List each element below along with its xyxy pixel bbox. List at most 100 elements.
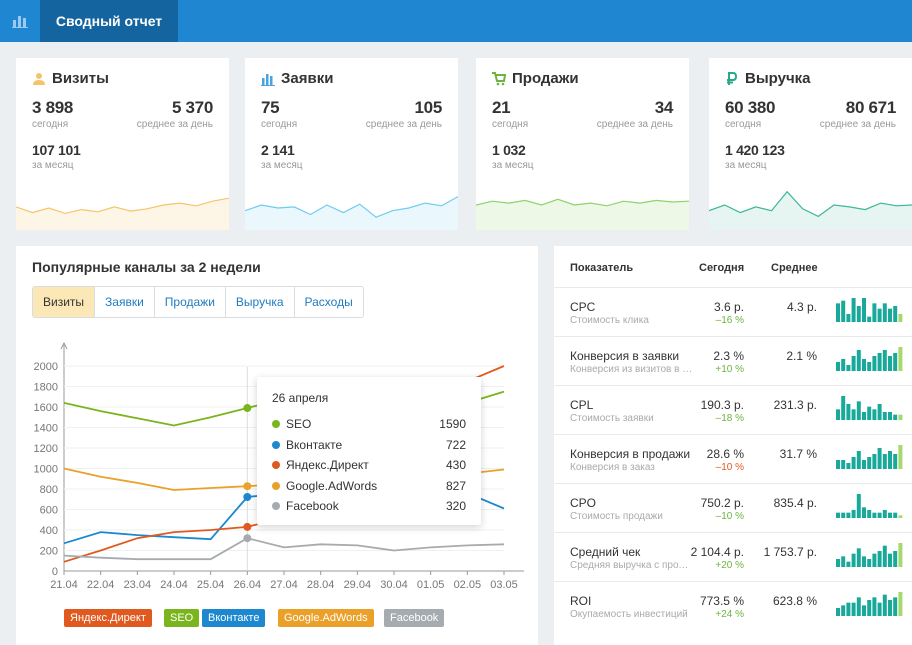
data-point[interactable] xyxy=(243,482,252,491)
metrics-header-avg: Среднее xyxy=(771,262,818,274)
spark-bar xyxy=(836,409,840,420)
x-tick-label: 01.05 xyxy=(417,579,445,591)
tooltip-series-value: 827 xyxy=(445,478,466,493)
data-point[interactable] xyxy=(243,492,252,501)
legend-item[interactable]: Яндекс.Директ xyxy=(64,609,152,627)
trend-sparkline xyxy=(245,196,458,230)
metric-name: CPC xyxy=(570,300,596,314)
x-tick-label: 28.04 xyxy=(307,579,335,591)
metric-change: –18 % xyxy=(715,413,744,424)
avg-label: среднее за день xyxy=(136,119,213,130)
y-tick-label: 1400 xyxy=(34,423,58,435)
tab-4[interactable]: Расходы xyxy=(294,287,363,317)
trend-area xyxy=(476,199,689,230)
stat-card: Визиты 3 898 сегодня 5 370 среднее за день 10… xyxy=(16,58,229,230)
tooltip-series-value: 320 xyxy=(445,499,466,513)
trend-area xyxy=(245,196,458,230)
metric-today: 28.6 % xyxy=(706,447,744,461)
spark-bar xyxy=(862,298,866,322)
spark-bar xyxy=(893,454,898,469)
avg-value: 80 671 xyxy=(845,98,897,117)
channels-panel: Популярные каналы за 2 недели Визиты Заяв… xyxy=(16,246,538,645)
legend-dot-icon xyxy=(272,440,280,449)
tab-summary-report[interactable]: Сводный отчет xyxy=(40,0,178,42)
month-label: за месяц xyxy=(32,160,74,171)
spark-bar xyxy=(893,353,898,371)
table-row: Конверсия в продажи Конверсия в заказ 28.6… xyxy=(554,434,912,483)
avg-label: среднее за день xyxy=(365,119,442,130)
metric-today: 2 104.4 р. xyxy=(690,545,744,559)
spark-bar xyxy=(888,356,892,371)
card-title: Визиты xyxy=(32,70,109,87)
stat-card: Продажи 21 сегодня 34 среднее за день 1 032 за… xyxy=(476,58,689,230)
data-point[interactable] xyxy=(243,534,252,543)
table-row: Конверсия в заявки Конверсия из визитов в… xyxy=(554,336,912,385)
metric-average: 623.8 % xyxy=(772,594,817,608)
tooltip-series-name: Google.AdWords xyxy=(286,478,378,493)
legend-item[interactable]: Facebook xyxy=(384,609,445,627)
spark-bar xyxy=(862,605,866,616)
metric-bar-sparkline xyxy=(836,396,903,420)
spark-bar xyxy=(882,594,887,616)
month-value: 2 141 xyxy=(261,142,295,158)
metric-description: Стоимость клика xyxy=(570,315,649,326)
y-tick-label: 600 xyxy=(40,505,58,517)
spark-bar xyxy=(867,362,872,371)
avg-value: 34 xyxy=(654,98,674,117)
tooltip-row: Яндекс.Директ 430 xyxy=(272,458,466,472)
tab-3[interactable]: Выручка xyxy=(225,287,295,317)
today-value: 3 898 xyxy=(32,98,74,117)
legend-item[interactable]: Вконтакте xyxy=(202,609,266,627)
data-point[interactable] xyxy=(243,404,252,413)
trend-line xyxy=(245,196,458,218)
spark-bar xyxy=(872,597,877,616)
spark-bar xyxy=(877,404,882,420)
trend-sparkline xyxy=(16,197,229,230)
data-point[interactable] xyxy=(243,522,252,531)
tab-0[interactable]: Визиты xyxy=(33,287,96,317)
spark-bar xyxy=(851,553,856,567)
today-label: сегодня xyxy=(261,119,298,130)
trend-line xyxy=(709,190,912,218)
spark-bar xyxy=(846,365,851,371)
tooltip-series-value: 430 xyxy=(445,458,466,472)
x-tick-label: 25.04 xyxy=(197,579,225,591)
metric-name: CPO xyxy=(570,496,597,510)
tab-1[interactable]: Заявки xyxy=(95,287,155,317)
tooltip-series-name: SEO xyxy=(286,417,312,431)
y-tick-label: 1000 xyxy=(34,464,58,476)
spark-bar xyxy=(898,592,903,616)
metric-name: CPL xyxy=(570,398,594,412)
month-label: за месяц xyxy=(725,160,767,171)
metric-bar-sparkline xyxy=(836,494,903,518)
metric-description: Конверсия из визитов в заявки xyxy=(570,364,694,375)
spark-bar xyxy=(898,543,903,567)
today-value: 60 380 xyxy=(725,98,776,117)
metric-bar-sparkline xyxy=(836,298,903,322)
x-tick-label: 22.04 xyxy=(87,579,115,591)
table-row: ROI Окупаемость инвестиций 773.5 % +24 % 623… xyxy=(554,581,912,630)
spark-bar xyxy=(893,414,898,420)
card-title-label: Выручка xyxy=(745,70,811,87)
spark-bar xyxy=(888,553,892,567)
metric-description: Конверсия в заказ xyxy=(570,462,655,473)
tab-2[interactable]: Продажи xyxy=(154,287,226,317)
y-tick-label: 800 xyxy=(40,484,58,496)
y-tick-label: 2000 xyxy=(34,361,58,373)
metric-bar-sparkline xyxy=(836,347,903,371)
spark-bar xyxy=(841,359,846,371)
spark-bar xyxy=(851,510,856,518)
bar-chart-icon[interactable] xyxy=(0,0,40,42)
legend-item[interactable]: SEO xyxy=(164,609,200,627)
avg-label: среднее за день xyxy=(596,119,673,130)
spark-bar xyxy=(851,602,856,616)
metric-name: Конверсия в заявки xyxy=(570,349,680,363)
legend-item[interactable]: Google.AdWords xyxy=(278,609,374,627)
spark-bar xyxy=(898,414,903,420)
spark-bar xyxy=(841,396,846,420)
metric-description: Стоимость продажи xyxy=(570,511,663,522)
spark-bar xyxy=(872,356,877,371)
spark-bar xyxy=(867,316,872,322)
tooltip-series-name: Facebook xyxy=(286,499,339,513)
top-bar: Сводный отчет xyxy=(0,0,912,42)
